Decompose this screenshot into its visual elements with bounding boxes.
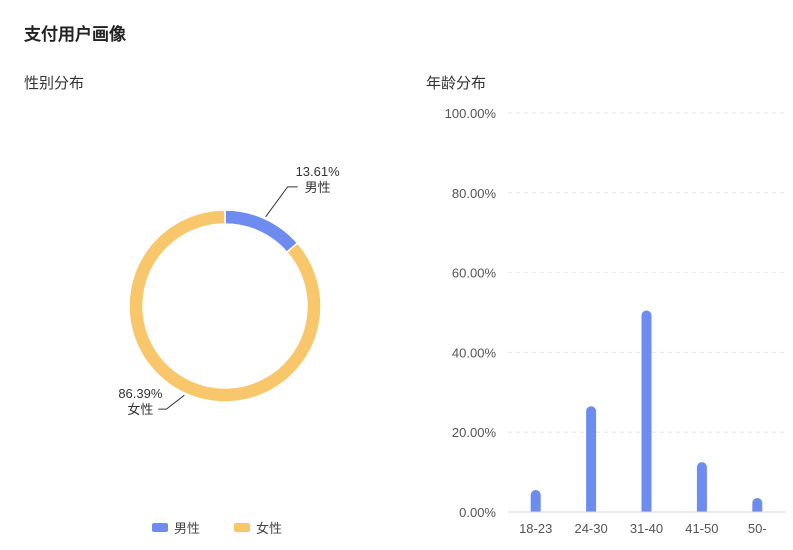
y-tick-label: 40.00% [452,345,497,360]
y-tick-label: 0.00% [459,505,496,520]
age-section-title: 年龄分布 [426,75,487,92]
legend-label-female: 女性 [256,521,283,536]
leader-line-male [265,186,298,218]
legend-label-male: 男性 [174,521,201,536]
y-tick-label: 60.00% [452,266,497,281]
donut-slice-female[interactable] [128,209,322,403]
bar-41-50[interactable] [696,462,707,516]
bar-18-23[interactable] [530,490,541,516]
legend-swatch-female [234,523,251,532]
age-bar-chart: 0.00% 20.00% 40.00% 60.00% 80.00% 100.00% 18-2… [445,106,785,536]
legend-swatch-male [152,523,168,532]
gender-section-title: 性别分布 [24,75,85,92]
axis-cover [508,512,785,518]
x-tick-label: 24-30 [574,521,607,536]
data-label-female-name: 女性 [127,402,153,417]
leader-line-female [158,394,185,410]
bar-24-30[interactable] [586,406,597,516]
gender-legend: 男性 女性 [152,518,316,537]
bar-31-40[interactable] [641,310,652,516]
x-tick-label: 41-50 [685,521,718,536]
gender-donut-chart: 13.61%男性 86.39%女性 [118,164,341,417]
y-tick-label: 100.00% [445,106,497,121]
data-label-male-value: 13.61% [296,164,341,179]
page-title: 支付用户画像 [24,25,126,44]
x-tick-label: 18-23 [519,521,552,536]
y-tick-label: 80.00% [452,186,497,201]
legend-item-male[interactable]: 男性 [152,518,200,537]
donut-slice-male[interactable] [224,209,299,254]
y-tick-label: 20.00% [452,425,497,440]
data-label-female-value: 86.39% [118,386,163,401]
x-tick-label: 50- [748,521,767,536]
data-label-male-name: 男性 [305,180,331,195]
legend-item-female[interactable]: 女性 [234,518,282,537]
x-tick-label: 31-40 [630,521,663,536]
